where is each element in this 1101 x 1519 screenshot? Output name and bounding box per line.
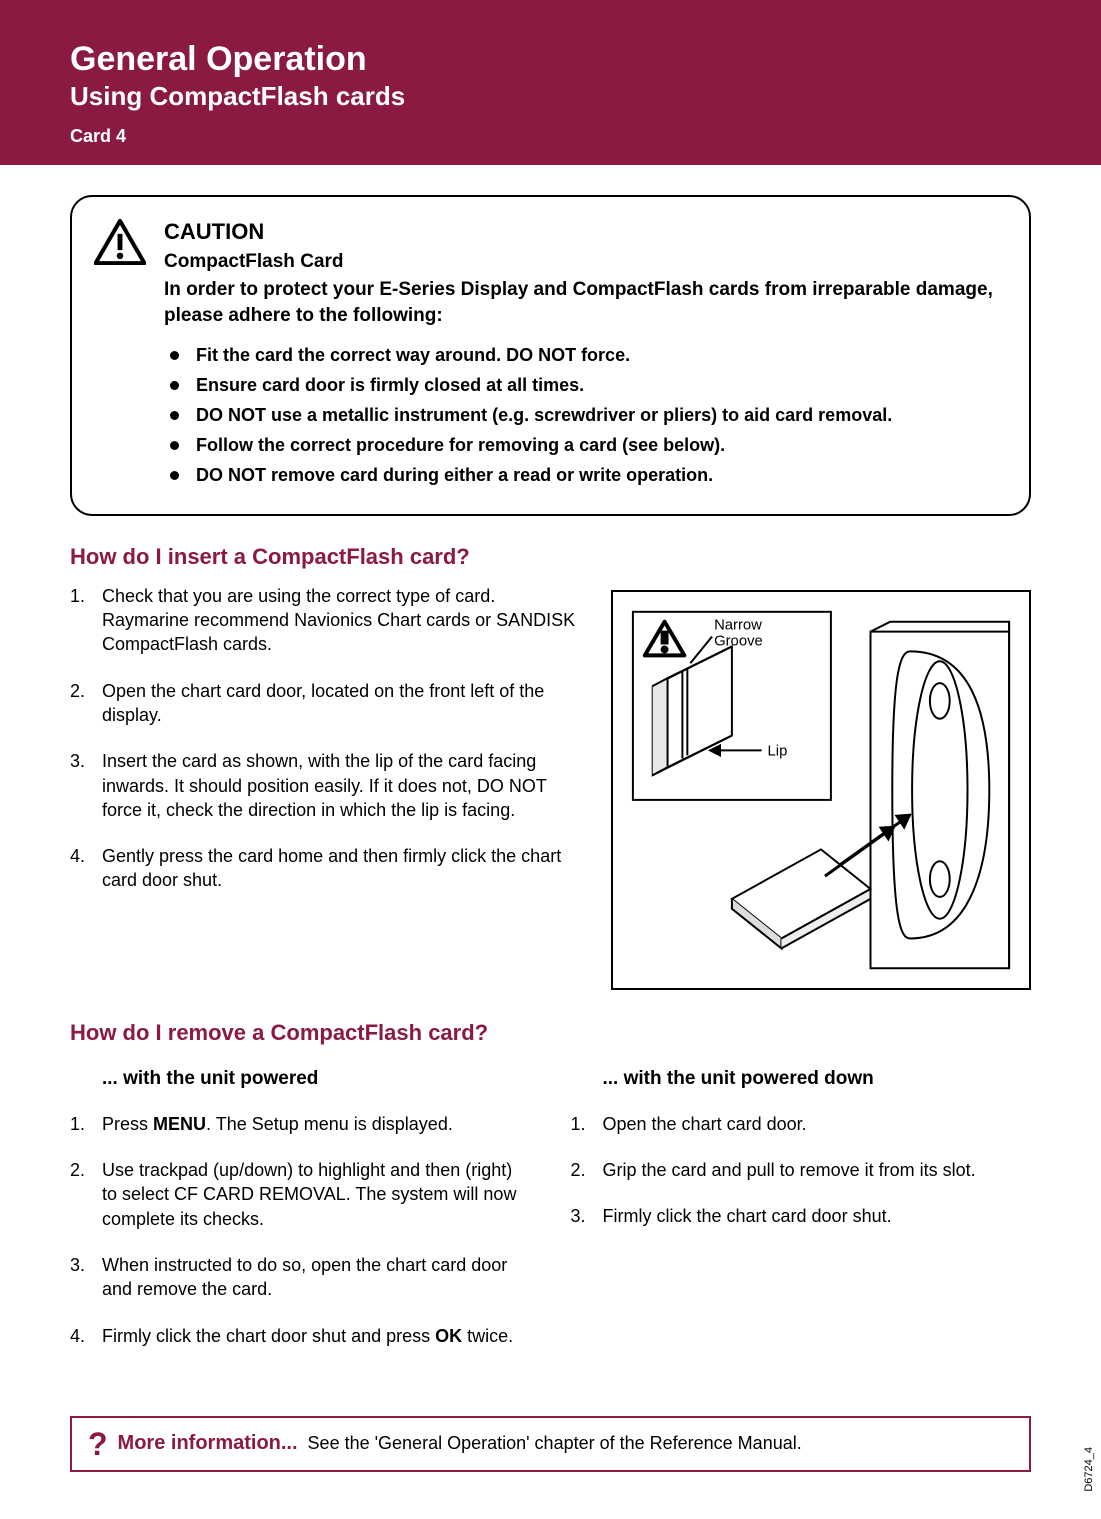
insert-steps: Check that you are using the correct typ…	[70, 584, 581, 893]
remove-down-subhead: ... with the unit powered down	[603, 1068, 1032, 1090]
caution-heading: CAUTION	[164, 219, 1001, 245]
remove-step: Firmly click the chart card door shut.	[571, 1204, 1032, 1228]
remove-powered-subhead: ... with the unit powered	[102, 1068, 531, 1090]
caution-bullet: DO NOT remove card during either a read …	[170, 462, 1001, 490]
caution-subheading: CompactFlash Card	[164, 251, 1001, 273]
insert-step: Open the chart card door, located on the…	[70, 679, 581, 728]
svg-text:Groove: Groove	[714, 633, 763, 649]
remove-step: Use trackpad (up/down) to highlight and …	[70, 1158, 531, 1231]
caution-bullet: Fit the card the correct way around. DO …	[170, 342, 1001, 370]
remove-step: When instructed to do so, open the chart…	[70, 1253, 531, 1302]
remove-down-steps: Open the chart card door. Grip the card …	[571, 1112, 1032, 1229]
warning-icon	[94, 219, 146, 270]
document-code: D6724_4	[1083, 1447, 1095, 1492]
caution-bullet: DO NOT use a metallic instrument (e.g. s…	[170, 402, 1001, 430]
caution-intro: In order to protect your E-Series Displa…	[164, 277, 1001, 328]
caution-box: CAUTION CompactFlash Card In order to pr…	[70, 195, 1031, 516]
insert-step: Insert the card as shown, with the lip o…	[70, 749, 581, 822]
insert-step: Gently press the card home and then firm…	[70, 844, 581, 893]
fig-label-narrow: Narrow	[714, 617, 762, 633]
page-header: General Operation Using CompactFlash car…	[0, 0, 1101, 165]
page-subtitle: Using CompactFlash cards	[70, 81, 1031, 112]
insert-heading: How do I insert a CompactFlash card?	[70, 544, 1031, 570]
more-info-label: More information...	[118, 1432, 298, 1455]
caution-bullet: Follow the correct procedure for removin…	[170, 432, 1001, 460]
question-mark-icon: ?	[88, 1428, 108, 1460]
remove-heading: How do I remove a CompactFlash card?	[70, 1020, 1031, 1046]
remove-powered-steps: Press MENU. The Setup menu is displayed.…	[70, 1112, 531, 1348]
remove-step: Firmly click the chart door shut and pre…	[70, 1324, 531, 1348]
more-info-text: See the 'General Operation' chapter of t…	[308, 1433, 802, 1454]
insert-figure: Narrow Groove Lip	[611, 590, 1031, 990]
insert-step: Check that you are using the correct typ…	[70, 584, 581, 657]
footer-more-info: ? More information... See the 'General O…	[70, 1416, 1031, 1472]
remove-step: Press MENU. The Setup menu is displayed.	[70, 1112, 531, 1136]
card-number: Card 4	[70, 126, 1031, 147]
page-title: General Operation	[70, 40, 1031, 79]
caution-bullet-list: Fit the card the correct way around. DO …	[164, 342, 1001, 489]
remove-step: Open the chart card door.	[571, 1112, 1032, 1136]
caution-bullet: Ensure card door is firmly closed at all…	[170, 372, 1001, 400]
fig-label-lip: Lip	[768, 743, 788, 759]
remove-step: Grip the card and pull to remove it from…	[571, 1158, 1032, 1182]
